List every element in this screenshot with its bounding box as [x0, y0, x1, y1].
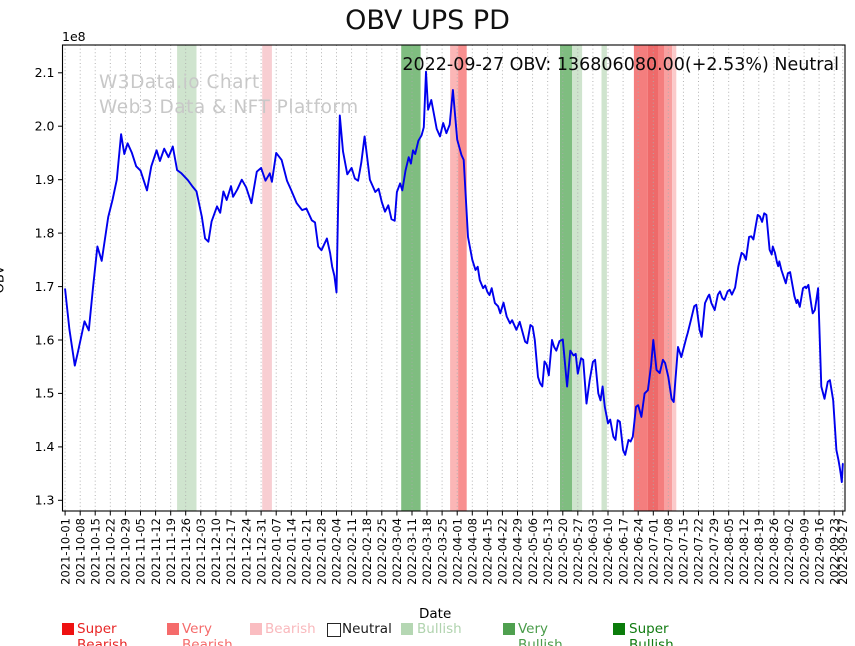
x-tick-label: 2021-12-24: [239, 518, 253, 585]
signal-band: [560, 45, 573, 511]
chart-subtitle-latest-value: 2022-09-27 OBV: 136806080.00(+2.53%) Neu…: [402, 55, 839, 75]
y-tick-label: 1.9: [35, 172, 55, 187]
watermark-line1: W3Data.io Chart: [99, 72, 260, 93]
x-tick-label: 2021-10-22: [104, 518, 118, 585]
obv-series-line: [64, 70, 844, 484]
y-axis-offset-label: 1e8: [62, 29, 86, 44]
signal-band: [633, 45, 648, 511]
chart-title: OBV UPS PD: [345, 5, 510, 36]
x-tick-label: 2022-05-06: [526, 518, 540, 585]
x-tick-label: 2022-03-18: [420, 518, 434, 585]
x-tick-label: 2022-09-27: [836, 518, 850, 585]
x-tick-label: 2022-09-23: [827, 518, 841, 585]
y-tick-label: 1.6: [35, 332, 55, 347]
signal-band: [177, 45, 197, 511]
signal-band: [672, 45, 677, 511]
x-tick-label: 2022-07-29: [707, 518, 721, 585]
y-tick-label: 1.4: [35, 439, 55, 454]
x-tick-label: 2022-03-25: [435, 518, 449, 585]
x-tick-label: 2022-01-07: [269, 518, 283, 585]
y-tick-label: 1.3: [35, 493, 55, 508]
x-tick-label: 2022-09-16: [812, 518, 826, 585]
x-tick-label: 2021-12-31: [254, 518, 268, 585]
signal-band: [450, 45, 459, 511]
signal-band: [262, 45, 272, 511]
x-tick-label: 2022-06-03: [586, 518, 600, 585]
x-tick-label: 2022-06-10: [601, 518, 615, 585]
x-tick-label: 2022-02-04: [330, 518, 344, 585]
x-tick-label: 2021-10-08: [73, 518, 87, 585]
y-axis-label: OBV: [0, 265, 8, 294]
x-tick-label: 2022-07-01: [647, 518, 661, 585]
x-tick-label: 2022-01-28: [315, 518, 329, 585]
x-tick-label: 2021-11-19: [164, 518, 178, 585]
x-tick-label: 2022-09-02: [782, 518, 796, 585]
x-tick-label: 2022-04-29: [511, 518, 525, 585]
x-tick-label: 2021-11-12: [149, 518, 163, 585]
x-axis-label: Date: [419, 606, 452, 622]
x-tick-label: 2022-04-08: [466, 518, 480, 585]
signal-band: [647, 45, 658, 511]
x-tick-label: 2022-04-15: [481, 518, 495, 585]
x-tick-label: 2022-08-19: [752, 518, 766, 585]
x-tick-label: 2022-01-14: [285, 518, 299, 585]
x-tick-label: 2021-11-26: [179, 518, 193, 585]
x-tick-label: 2022-05-20: [556, 518, 570, 585]
x-tick-label: 2022-07-08: [662, 518, 676, 585]
watermark: W3Data.io Chart Web3 Data & NFT Platform: [99, 70, 359, 120]
x-tick-label: 2021-12-03: [194, 518, 208, 585]
x-tick-label: 2022-08-26: [767, 518, 781, 585]
signal-band: [601, 45, 607, 511]
x-tick-label: 2021-10-01: [58, 518, 72, 585]
y-tick-label: 1.7: [35, 279, 55, 294]
x-tick-label: 2021-12-10: [209, 518, 223, 585]
x-tick-label: 2022-02-18: [360, 518, 374, 585]
x-tick-label: 2022-05-27: [571, 518, 585, 585]
x-tick-label: 2022-09-09: [797, 518, 811, 585]
x-tick-label: 2021-10-29: [119, 518, 133, 585]
x-tick-label: 2022-03-11: [405, 518, 419, 585]
y-tick-label: 2.0: [35, 119, 55, 134]
x-tick-label: 2022-04-01: [450, 518, 464, 585]
x-tick-label: 2022-02-25: [375, 518, 389, 585]
x-tick-label: 2022-02-11: [345, 518, 359, 585]
signal-band: [572, 45, 583, 511]
y-tick-label: 1.5: [35, 386, 55, 401]
y-tick-label: 2.1: [35, 65, 55, 80]
signal-band: [664, 45, 673, 511]
x-tick-label: 2022-03-04: [390, 518, 404, 585]
signal-band: [401, 45, 421, 511]
x-tick-label: 2022-06-24: [631, 518, 645, 585]
y-tick-label: 1.8: [35, 225, 55, 240]
x-tick-label: 2022-04-22: [496, 518, 510, 585]
signal-band: [458, 45, 467, 511]
x-tick-label: 2022-08-05: [722, 518, 736, 585]
x-tick-label: 2022-06-17: [616, 518, 630, 585]
x-tick-label: 2022-05-13: [541, 518, 555, 585]
x-tick-label: 2022-08-12: [737, 518, 751, 585]
x-tick-label: 2022-07-15: [677, 518, 691, 585]
x-tick-label: 2021-12-17: [224, 518, 238, 585]
x-tick-label: 2021-11-05: [134, 518, 148, 585]
x-tick-label: 2021-10-15: [88, 518, 102, 585]
x-tick-label: 2022-01-21: [300, 518, 314, 585]
watermark-line2: Web3 Data & NFT Platform: [99, 97, 359, 118]
x-tick-label: 2022-07-22: [692, 518, 706, 585]
signal-band: [658, 45, 664, 511]
